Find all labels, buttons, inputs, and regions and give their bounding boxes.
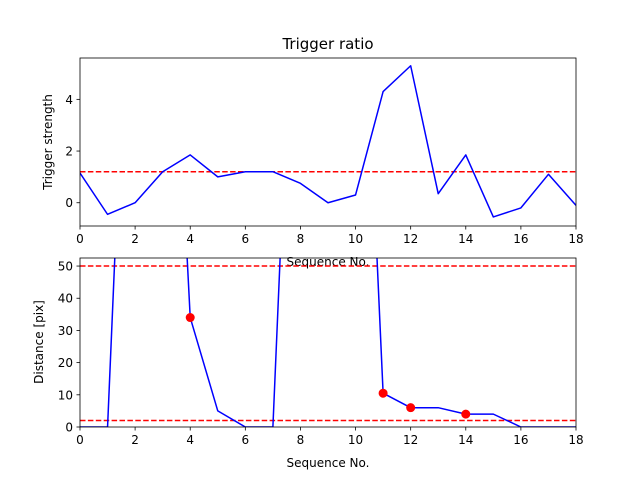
x-tick-label: 18 (568, 433, 583, 447)
y-tick-label: 20 (58, 356, 73, 370)
chart-title: Trigger ratio (281, 35, 373, 53)
x-tick-label: 6 (242, 433, 250, 447)
axes-frame (79, 57, 577, 227)
data-point-marker (406, 403, 416, 413)
x-tick-label: 12 (403, 433, 418, 447)
y-tick-label: 40 (58, 292, 73, 306)
x-tick-label: 18 (568, 232, 583, 246)
x-tick-label: 2 (131, 232, 139, 246)
x-tick-label: 14 (458, 433, 473, 447)
y-tick-label: 0 (65, 196, 73, 210)
data-point-marker (185, 313, 195, 323)
y-axis-label: Trigger strength (41, 94, 55, 191)
axes-frame (79, 257, 577, 428)
y-tick-label: 30 (58, 324, 73, 338)
data-point-marker (378, 388, 388, 398)
x-tick-label: 0 (76, 433, 84, 447)
y-tick-label: 2 (65, 145, 73, 159)
x-tick-label: 10 (348, 232, 363, 246)
x-tick-label: 4 (186, 433, 194, 447)
x-tick-label: 6 (242, 232, 250, 246)
x-tick-label: 8 (297, 433, 305, 447)
y-tick-label: 0 (65, 421, 73, 435)
x-axis-label: Sequence No. (287, 456, 370, 470)
x-tick-label: 4 (186, 232, 194, 246)
x-tick-label: 8 (297, 232, 305, 246)
x-tick-label: 10 (348, 433, 363, 447)
trigger-ratio-chart: Trigger ratio Sequence No. Trigger stren… (41, 35, 584, 269)
y-tick-label: 10 (58, 388, 73, 402)
x-tick-label: 12 (403, 232, 418, 246)
y-axis-label: Distance [pix] (32, 300, 46, 384)
series-line (80, 65, 576, 218)
y-tick-label: 50 (58, 260, 73, 274)
x-tick-label: 16 (513, 433, 528, 447)
series-line (80, 258, 576, 427)
x-tick-label: 0 (76, 232, 84, 246)
y-tick-label: 4 (65, 93, 73, 107)
distance-chart: Sequence No. Distance [pix] 0 2 4 6 8 10 12 14 1… (32, 257, 584, 470)
data-point-marker (461, 409, 471, 419)
x-tick-label: 14 (458, 232, 473, 246)
x-tick-label: 2 (131, 433, 139, 447)
x-axis-label: Sequence No. (287, 255, 370, 269)
x-tick-label: 16 (513, 232, 528, 246)
